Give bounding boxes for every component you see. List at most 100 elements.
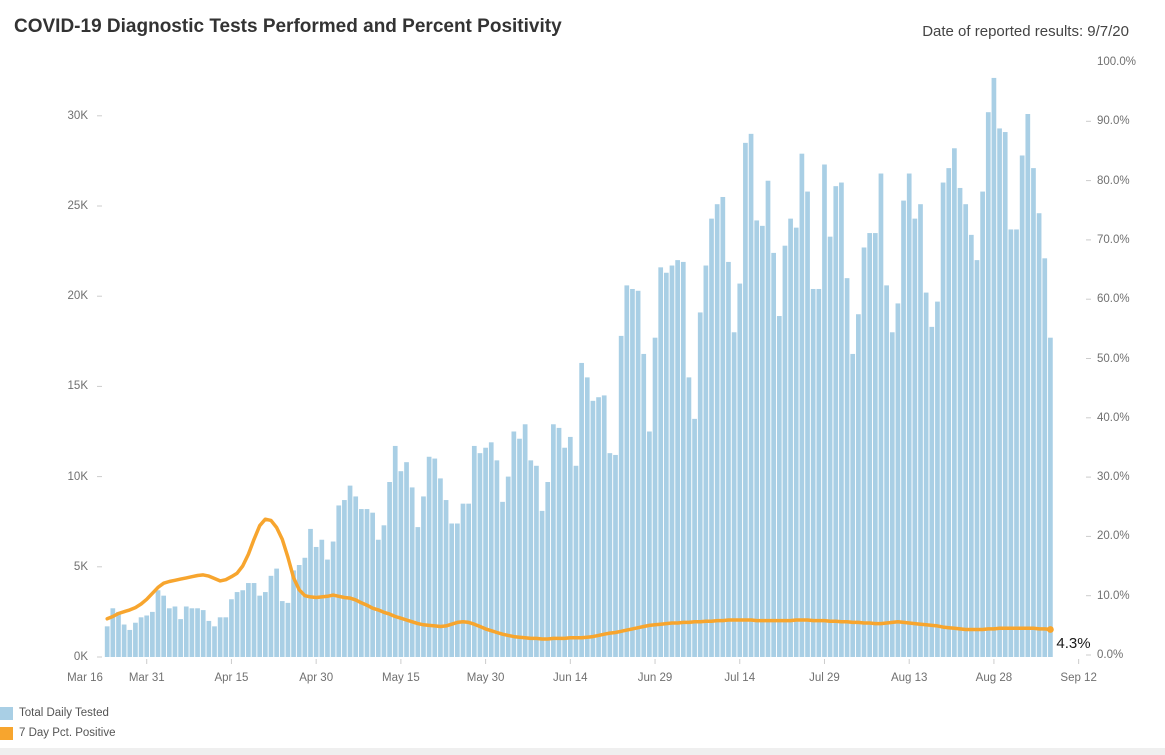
- daily-tested-bar[interactable]: [127, 629, 133, 657]
- daily-tested-bar[interactable]: [144, 615, 150, 657]
- daily-tested-bar[interactable]: [709, 218, 714, 657]
- daily-tested-bar[interactable]: [477, 453, 483, 657]
- daily-tested-bar[interactable]: [635, 290, 641, 657]
- daily-tested-bar[interactable]: [991, 77, 997, 658]
- daily-tested-bar[interactable]: [647, 431, 652, 658]
- daily-tested-bar[interactable]: [839, 182, 844, 658]
- daily-tested-bar[interactable]: [404, 462, 409, 657]
- daily-tested-bar[interactable]: [980, 191, 985, 657]
- daily-tested-bar[interactable]: [946, 168, 952, 657]
- daily-tested-bar[interactable]: [652, 337, 658, 657]
- daily-tested-bar[interactable]: [720, 196, 726, 658]
- daily-tested-bar[interactable]: [703, 265, 709, 657]
- daily-tested-bar[interactable]: [1008, 229, 1014, 657]
- daily-tested-bar[interactable]: [500, 501, 505, 657]
- daily-tested-bar[interactable]: [889, 332, 895, 657]
- daily-tested-bar[interactable]: [511, 431, 517, 658]
- daily-tested-bar[interactable]: [822, 164, 827, 657]
- daily-tested-bar[interactable]: [872, 233, 878, 657]
- daily-tested-bar[interactable]: [172, 606, 178, 657]
- daily-tested-bar[interactable]: [782, 245, 788, 657]
- daily-tested-bar[interactable]: [539, 510, 545, 657]
- daily-tested-bar[interactable]: [827, 236, 833, 658]
- daily-tested-bar[interactable]: [268, 575, 274, 657]
- daily-tested-bar[interactable]: [726, 261, 731, 657]
- daily-tested-bar[interactable]: [968, 234, 974, 658]
- daily-tested-bar[interactable]: [387, 482, 392, 657]
- daily-tested-bar[interactable]: [229, 599, 234, 657]
- daily-tested-bar[interactable]: [353, 496, 359, 657]
- daily-tested-bar[interactable]: [675, 260, 680, 657]
- daily-tested-bar[interactable]: [737, 283, 743, 657]
- daily-tested-bar[interactable]: [438, 478, 443, 657]
- daily-tested-bar[interactable]: [246, 583, 251, 657]
- daily-tested-bar[interactable]: [613, 454, 618, 657]
- daily-tested-bar[interactable]: [178, 619, 183, 657]
- daily-tested-bar[interactable]: [596, 397, 601, 657]
- daily-tested-bar[interactable]: [302, 557, 308, 657]
- daily-tested-bar[interactable]: [669, 265, 675, 657]
- daily-tested-bar[interactable]: [534, 465, 539, 657]
- daily-tested-bar[interactable]: [330, 541, 336, 657]
- daily-tested-bar[interactable]: [466, 503, 472, 657]
- daily-tested-bar[interactable]: [601, 395, 607, 657]
- daily-tested-bar[interactable]: [748, 133, 754, 658]
- daily-tested-bar[interactable]: [856, 314, 861, 657]
- daily-tested-bar[interactable]: [743, 142, 748, 658]
- daily-tested-bar[interactable]: [929, 326, 935, 657]
- daily-tested-bar[interactable]: [680, 261, 686, 657]
- daily-tested-bar[interactable]: [952, 148, 957, 657]
- daily-tested-bar[interactable]: [274, 568, 279, 657]
- daily-tested-bar[interactable]: [528, 460, 534, 657]
- daily-tested-bar[interactable]: [641, 353, 647, 657]
- daily-tested-bar[interactable]: [189, 608, 195, 657]
- daily-tested-bar[interactable]: [940, 182, 946, 658]
- daily-tested-bar[interactable]: [262, 592, 268, 657]
- daily-tested-bar[interactable]: [754, 220, 760, 657]
- daily-tested-bar[interactable]: [421, 496, 426, 657]
- daily-tested-bar[interactable]: [370, 512, 375, 657]
- daily-tested-bar[interactable]: [658, 267, 664, 657]
- daily-tested-bar[interactable]: [443, 500, 449, 657]
- daily-tested-bar[interactable]: [517, 438, 522, 657]
- daily-tested-bar[interactable]: [432, 458, 438, 657]
- daily-tested-bar[interactable]: [460, 503, 466, 657]
- daily-tested-bar[interactable]: [714, 204, 720, 657]
- daily-tested-bar[interactable]: [1014, 229, 1019, 657]
- daily-tested-bar[interactable]: [336, 505, 342, 657]
- daily-tested-bar[interactable]: [200, 610, 206, 657]
- daily-tested-bar[interactable]: [409, 487, 415, 657]
- daily-tested-bar[interactable]: [234, 592, 240, 657]
- daily-tested-bar[interactable]: [686, 377, 692, 657]
- daily-tested-bar[interactable]: [522, 424, 528, 657]
- daily-tested-bar[interactable]: [545, 482, 551, 657]
- daily-tested-bar[interactable]: [765, 180, 771, 658]
- daily-tested-bar[interactable]: [375, 539, 381, 657]
- daily-tested-bar[interactable]: [618, 335, 624, 657]
- daily-tested-bar[interactable]: [861, 247, 867, 658]
- daily-tested-bar[interactable]: [963, 204, 969, 657]
- daily-tested-bar[interactable]: [223, 617, 229, 657]
- daily-tested-bar[interactable]: [771, 252, 776, 657]
- daily-tested-bar[interactable]: [556, 427, 562, 657]
- daily-tested-bar[interactable]: [217, 617, 223, 657]
- daily-tested-bar[interactable]: [816, 288, 822, 657]
- daily-tested-bar[interactable]: [760, 225, 765, 657]
- daily-tested-bar[interactable]: [505, 476, 511, 657]
- daily-tested-bar[interactable]: [161, 595, 167, 657]
- daily-tested-bar[interactable]: [455, 523, 460, 658]
- daily-tested-bar[interactable]: [776, 316, 782, 657]
- daily-tested-bar[interactable]: [579, 362, 584, 657]
- daily-tested-bar[interactable]: [325, 559, 330, 657]
- daily-tested-bar[interactable]: [630, 288, 635, 657]
- daily-tested-bar[interactable]: [805, 191, 810, 657]
- daily-tested-bar[interactable]: [799, 153, 805, 657]
- daily-tested-bar[interactable]: [483, 447, 488, 657]
- daily-tested-bar[interactable]: [1002, 132, 1008, 658]
- daily-tested-bar[interactable]: [1019, 155, 1025, 658]
- daily-tested-bar[interactable]: [895, 303, 901, 657]
- daily-tested-bar[interactable]: [850, 353, 856, 657]
- daily-tested-bar[interactable]: [901, 200, 906, 657]
- daily-tested-bar[interactable]: [257, 595, 263, 657]
- daily-tested-bar[interactable]: [251, 583, 257, 657]
